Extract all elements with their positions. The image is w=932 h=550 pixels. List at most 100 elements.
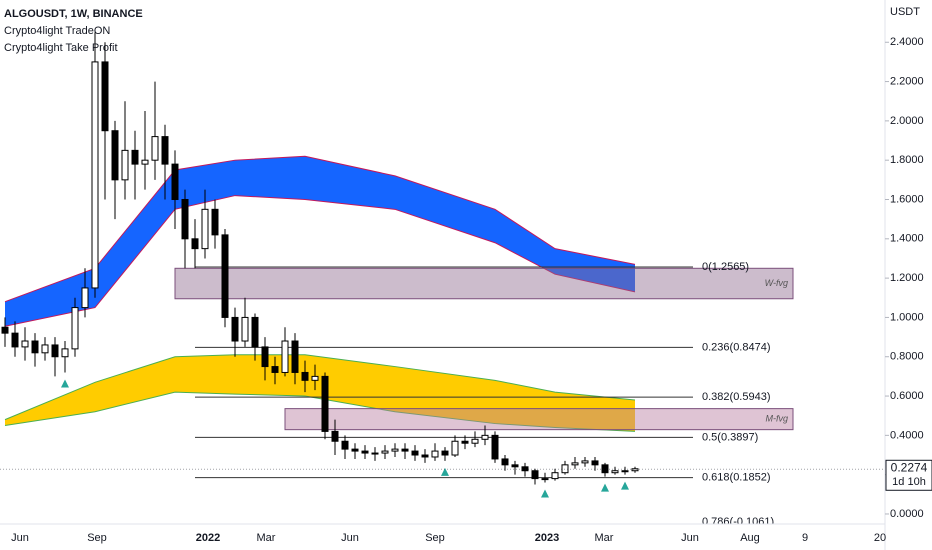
fvg-label: M-fvg	[766, 414, 789, 424]
candle-body	[41, 344, 49, 354]
x-tick-label: Jun	[11, 532, 29, 544]
buy-signal	[441, 467, 449, 476]
buy-signal	[541, 489, 549, 498]
candle-body	[161, 136, 169, 165]
band-edge	[4, 155, 636, 303]
candle-body	[621, 470, 629, 473]
candle-body	[71, 307, 79, 350]
chart-title: ALGOUSDT, 1W, BINANCE	[4, 8, 143, 20]
buy-signal	[621, 481, 629, 490]
y-tick-label: 2.0000	[890, 115, 924, 127]
x-tick-label: Jun	[341, 532, 359, 544]
y-tick-label: 0.0000	[890, 508, 924, 520]
x-tick-label: Jun	[681, 532, 699, 544]
candle-body	[631, 468, 639, 472]
candle-body	[51, 344, 59, 358]
candle-body	[611, 470, 619, 474]
candle-body	[1, 326, 9, 334]
y-tick-label: 1.2000	[890, 272, 924, 284]
candle-body	[471, 438, 479, 444]
indicator-label: Crypto4light TradeON	[4, 25, 110, 37]
candle-body	[541, 478, 549, 481]
candle-body	[581, 460, 589, 464]
candle-body	[141, 159, 149, 165]
candle-body	[511, 464, 519, 468]
candle-body	[391, 448, 399, 452]
candle-body	[371, 452, 379, 455]
candle-body	[361, 450, 369, 454]
x-tick-label: Sep	[425, 532, 445, 544]
x-tick-label: Aug	[740, 532, 760, 544]
last-price-box	[885, 459, 932, 491]
candle-body	[321, 375, 329, 432]
candle-body	[591, 460, 599, 466]
fib-label: 0.786(-0.1061)	[702, 516, 774, 528]
band-edge	[4, 195, 636, 327]
candle-body	[521, 466, 529, 472]
candle-body	[121, 149, 129, 181]
candle-body	[311, 375, 319, 381]
y-tick-label: 1.6000	[890, 193, 924, 205]
fvg-zone	[284, 408, 794, 431]
y-tick-label: 2.2000	[890, 75, 924, 87]
fib-label: 0(1.2565)	[702, 261, 749, 273]
fvg-zone	[174, 267, 794, 300]
candle-body	[411, 450, 419, 456]
y-tick-label: 1.4000	[890, 233, 924, 245]
candle-body	[171, 163, 179, 200]
candle-body	[341, 440, 349, 450]
band	[5, 156, 635, 327]
candle-body	[571, 462, 579, 466]
buy-signal	[61, 379, 69, 388]
candle-body	[251, 316, 259, 348]
candle-body	[81, 287, 89, 309]
x-tick-label: Mar	[595, 532, 614, 544]
candle-body	[561, 464, 569, 474]
band	[5, 354, 635, 432]
fib-label: 0.618(0.1852)	[702, 471, 771, 483]
candle-body	[201, 208, 209, 250]
fib-label: 0.382(0.5943)	[702, 391, 771, 403]
candle-body	[501, 458, 509, 466]
candle-body	[531, 470, 539, 480]
candle-body	[381, 450, 389, 454]
candle-body	[401, 448, 409, 452]
candle-body	[91, 61, 99, 289]
candle-body	[281, 340, 289, 373]
axis-unit: USDT	[890, 6, 920, 18]
fib-label: 0.236(0.8474)	[702, 341, 771, 353]
price-pane: W-fvg M-fvg 0(1.2565) 0.236(0.8474) 0.382(0.…	[0, 32, 885, 528]
candle-body	[481, 434, 489, 440]
candle-body	[441, 450, 449, 456]
countdown-label: 1d 10h	[892, 476, 926, 488]
candle-body	[491, 434, 499, 460]
x-tick-label: 2022	[196, 532, 220, 544]
candle-body	[431, 450, 439, 458]
fib-label: 0.5(0.3897)	[702, 431, 758, 443]
y-tick-label: 2.4000	[890, 36, 924, 48]
y-tick-label: 0.4000	[890, 429, 924, 441]
candle-body	[11, 332, 19, 348]
candle-body	[211, 208, 219, 236]
candle-body	[61, 348, 69, 358]
candle-body	[271, 366, 279, 373]
y-tick-label: 0.6000	[890, 390, 924, 402]
candle-body	[241, 316, 249, 342]
candle-body	[551, 472, 559, 480]
candle-body	[301, 371, 309, 381]
last-price-label: 0.2274	[891, 460, 928, 474]
x-tick-label: 2023	[535, 532, 559, 544]
band-edge	[4, 391, 636, 432]
candle-body	[351, 448, 359, 452]
band-edge	[4, 354, 636, 421]
candle-body	[331, 430, 339, 442]
candle-body	[131, 149, 139, 165]
candle-body	[21, 340, 29, 348]
candle-body	[461, 440, 469, 444]
candle-body	[451, 440, 459, 456]
x-tick-label: 9	[802, 532, 808, 544]
indicator-label: Crypto4light Take Profit	[4, 42, 118, 54]
candle-body	[151, 136, 159, 161]
x-tick-label: 20	[874, 532, 886, 544]
x-tick-label: Mar	[257, 532, 276, 544]
